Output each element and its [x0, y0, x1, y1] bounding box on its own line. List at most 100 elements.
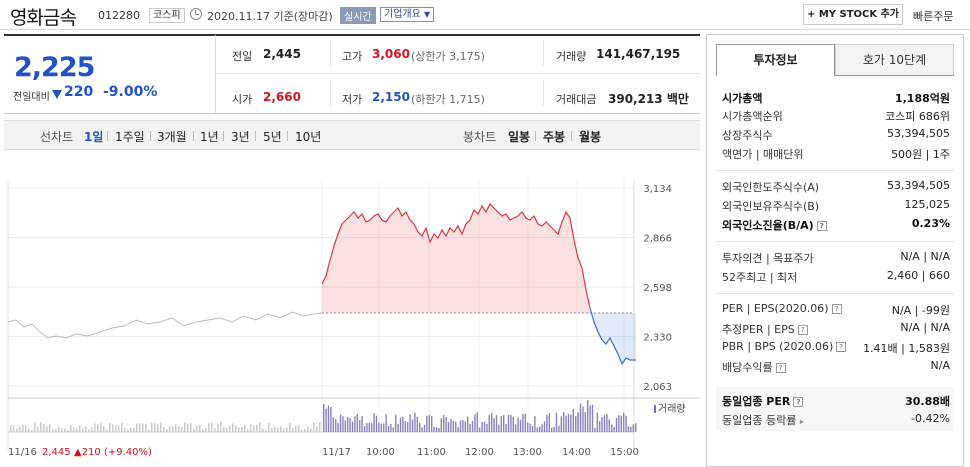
volume-bar — [175, 424, 177, 432]
candle-daily[interactable]: 일봉 — [508, 130, 531, 144]
volume-bar — [409, 414, 411, 432]
period-10y[interactable]: 10년 — [295, 130, 322, 144]
volume-bar — [462, 419, 464, 432]
prev-day-change: ▲210 (+9.40%) — [74, 447, 152, 458]
volume-bar — [603, 415, 606, 432]
volume-bar — [280, 426, 282, 432]
volume-bar — [524, 413, 526, 432]
x-tick-label: 11:00 — [417, 447, 446, 458]
help-icon[interactable]: ? — [797, 325, 808, 335]
volume-bar — [319, 422, 321, 432]
quick-order-link[interactable]: 빠른주문 — [913, 10, 954, 23]
help-icon[interactable]: ? — [831, 304, 842, 314]
volume-bar — [55, 429, 57, 432]
volume-bar — [555, 412, 558, 432]
volume-bar — [565, 415, 567, 432]
period-1d[interactable]: 1일 — [84, 130, 104, 144]
volume-bars: 거래량 — [10, 400, 686, 432]
volume-bar — [304, 428, 306, 432]
volume-bar — [560, 416, 562, 432]
volume-bar — [457, 427, 459, 432]
volume-bar — [295, 425, 297, 432]
volume-bar — [558, 425, 560, 432]
volume-bar — [385, 414, 387, 432]
volume-bar — [577, 412, 579, 432]
volume-bar — [479, 427, 481, 432]
volume-bar — [575, 416, 577, 432]
volume-bar — [301, 429, 303, 432]
volume-bar — [599, 420, 601, 432]
candle-monthly[interactable]: 월봉 — [579, 130, 602, 144]
realtime-button[interactable]: 실시간 — [340, 7, 376, 24]
row-per: PER | EPS(2020.06)? N/A | -99원 — [722, 302, 950, 317]
today-fall-line — [589, 307, 636, 366]
x-axis-ticks: 11/16 11/17 10:00 11:00 12:00 13:00 14:00 15:00… — [8, 447, 639, 458]
rise-area — [322, 204, 590, 313]
volume-bar — [553, 426, 555, 432]
industry-box — [716, 387, 954, 431]
chevron-right-icon: ▸ — [799, 417, 804, 426]
tab-hoga-10[interactable]: 호가 10단계 — [835, 44, 954, 76]
volume-bar — [337, 422, 339, 432]
y-tick-label: 2,866 — [643, 234, 672, 245]
volume-bar — [40, 422, 42, 432]
section-divider — [716, 170, 954, 171]
corp-info-dropdown[interactable]: 기업개요 ▼ — [380, 7, 435, 22]
volume-bar — [139, 423, 141, 432]
period-separator — [571, 131, 572, 141]
volume-bar — [546, 415, 548, 432]
y-tick-label: 2,063 — [643, 382, 672, 393]
volume-bar — [596, 412, 598, 432]
volume-bar — [435, 427, 438, 432]
period-5y[interactable]: 5년 — [263, 130, 282, 144]
volume-bar — [589, 405, 591, 432]
volume-bar — [414, 412, 416, 432]
summary-table — [215, 34, 700, 114]
row-industry-rate[interactable]: 동일업종 등락률 ▸ -0.42% — [722, 412, 950, 427]
volume-bar — [519, 419, 522, 432]
volume-bar — [397, 423, 399, 432]
row-opinion: 투자의견 | 목표주가 N/A | N/A — [722, 250, 950, 265]
volume-bar — [118, 426, 120, 432]
low-value: 2,150 — [372, 90, 410, 104]
period-3y[interactable]: 3년 — [231, 130, 250, 144]
price-change-pct: -9.00% — [103, 84, 158, 100]
volume-bar — [419, 422, 421, 432]
period-separator — [287, 131, 288, 141]
period-3m[interactable]: 3개월 — [157, 130, 187, 144]
volume-bar — [383, 423, 385, 432]
volume-bar — [380, 423, 382, 432]
volume-bar — [339, 414, 342, 432]
tab-invest-info[interactable]: 투자정보 — [716, 44, 835, 76]
volume-bar — [37, 426, 39, 432]
section-divider — [716, 293, 954, 294]
volume-bar — [58, 426, 60, 432]
volume-bar — [223, 427, 225, 432]
volume-bar — [112, 424, 114, 432]
y-tick-label: 3,134 — [643, 184, 672, 195]
volume-bar — [190, 422, 192, 432]
period-1y[interactable]: 1년 — [200, 130, 219, 144]
help-icon[interactable]: ? — [775, 363, 786, 373]
volume-bar — [271, 427, 273, 432]
period-1w[interactable]: 1주일 — [115, 130, 145, 144]
volume-bar — [356, 413, 358, 432]
help-icon[interactable]: ? — [816, 221, 827, 231]
volume-bar — [431, 416, 433, 432]
candle-weekly[interactable]: 주봉 — [543, 130, 566, 144]
tab-underline — [835, 75, 954, 76]
high-value: 3,060 — [372, 47, 410, 61]
trade-amount-value: 390,213 백만 — [608, 92, 689, 106]
intraday-price-chart[interactable]: 3,134 2,866 2,598 2,330 2,063 거래량 11/16 11/17… — [4, 150, 700, 467]
period-separator — [107, 131, 108, 141]
volume-bar — [25, 425, 27, 432]
volume-bar — [121, 422, 123, 432]
help-icon[interactable]: ? — [836, 342, 847, 352]
volume-bar — [363, 426, 366, 432]
my-stock-add-button[interactable]: + MY STOCK 추가 — [803, 4, 903, 25]
volume-bar — [450, 419, 452, 432]
help-icon[interactable]: ? — [793, 397, 804, 407]
volume-bar — [205, 428, 207, 432]
volume-bar — [498, 424, 500, 432]
volume-bar — [262, 428, 264, 432]
